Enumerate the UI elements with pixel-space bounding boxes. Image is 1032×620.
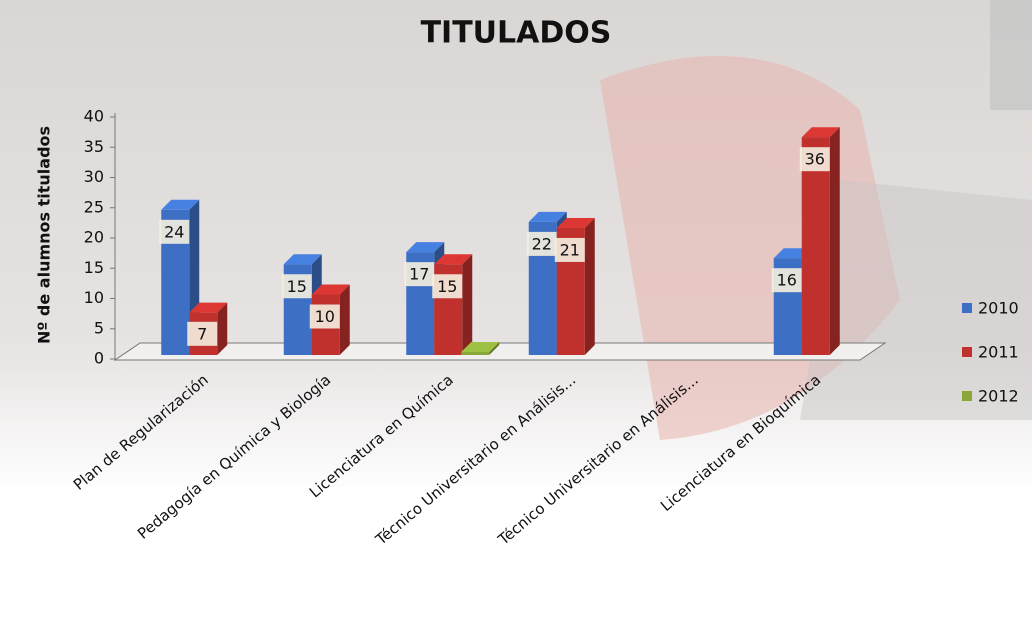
data-label: 36 [805, 150, 825, 169]
y-tick-label: 25 [84, 197, 104, 216]
data-label: 10 [315, 307, 335, 326]
data-label: 24 [164, 222, 184, 241]
y-tick-label: 35 [84, 137, 104, 156]
data-label: 7 [197, 324, 207, 343]
legend-swatch [962, 391, 972, 401]
floor [115, 343, 885, 360]
y-tick-label: 10 [84, 288, 104, 307]
y-tick-label: 5 [94, 318, 104, 337]
data-label: 17 [409, 265, 429, 284]
data-label: 15 [437, 277, 457, 296]
bar-side [585, 218, 595, 355]
data-label: 15 [287, 277, 307, 296]
y-axis-label: Nº de alumnos titulados [35, 126, 54, 344]
y-tick-label: 20 [84, 228, 104, 247]
y-tick-label: 30 [84, 167, 104, 186]
bar-side [340, 285, 350, 356]
y-tick-label: 0 [94, 349, 104, 368]
legend-label: 2011 [978, 343, 1019, 362]
chart: TITULADOS Nº de alumnos titulados 0 5 10 15… [0, 0, 1032, 620]
legend-label: 2012 [978, 387, 1019, 406]
y-tick-label: 15 [84, 258, 104, 277]
page: TITULADOS Nº de alumnos titulados 0 5 10 15… [0, 0, 1032, 620]
y-tick-label: 40 [84, 107, 104, 126]
bar-side [830, 127, 840, 355]
legend-swatch [962, 303, 972, 313]
background-photo [990, 0, 1032, 110]
bar [461, 352, 489, 355]
data-label: 21 [560, 240, 580, 259]
chart-title: TITULADOS [421, 16, 612, 51]
data-label: 22 [532, 234, 552, 253]
bar-side [462, 254, 472, 355]
legend-swatch [962, 347, 972, 357]
legend-label: 2010 [978, 299, 1019, 318]
data-label: 16 [777, 271, 797, 290]
